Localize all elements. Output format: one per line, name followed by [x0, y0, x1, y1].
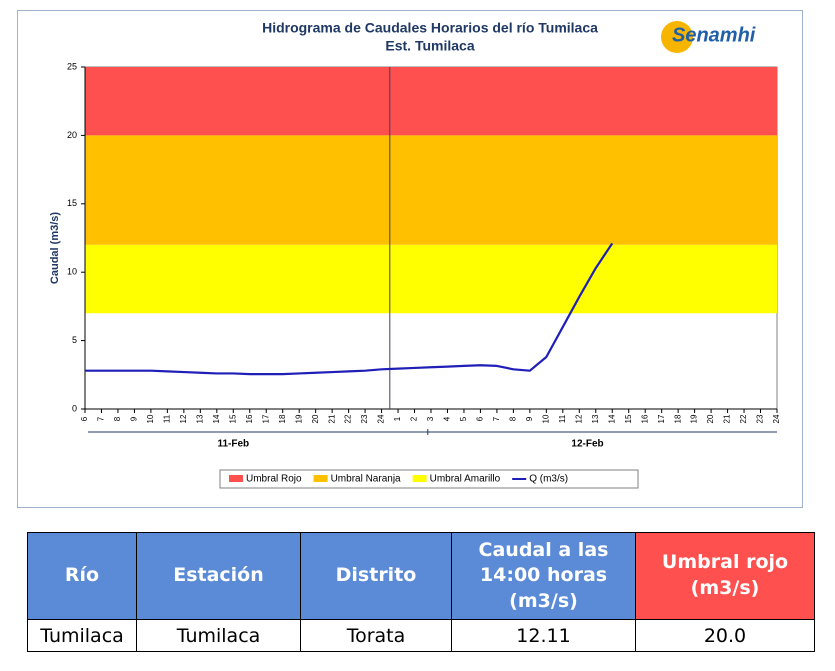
header-cell: Estación	[136, 532, 301, 620]
x-tick-label: 18	[278, 414, 287, 423]
header-cell: Distrito	[300, 532, 452, 620]
x-tick-label: 14	[607, 414, 616, 423]
x-tick-label: 23	[360, 414, 369, 423]
q-line	[85, 242, 614, 376]
cell: 12.11	[451, 619, 636, 652]
y-tick-label: 20	[67, 130, 77, 140]
x-tick-label: 13	[195, 414, 204, 423]
y-axis-label: Caudal (m3/s)	[49, 212, 61, 284]
x-tick-label: 11	[558, 414, 567, 423]
x-tick-label: 8	[508, 416, 517, 421]
x-tick-label: 20	[706, 414, 715, 423]
data-row: Tumilaca Tumilaca Torata 12.11 20.0	[27, 619, 815, 652]
x-tick-label: 15	[228, 414, 237, 423]
legend-swatch	[313, 475, 328, 482]
x-tick-label: 21	[327, 414, 336, 423]
header-cell: Umbral rojo (m3/s)	[635, 532, 815, 620]
x-tick-label: 10	[146, 414, 155, 423]
x-tick-label: 1	[393, 416, 402, 421]
x-tick-label: 3	[426, 416, 435, 421]
x-tick-label: 9	[130, 416, 139, 421]
legend-label: Q (m3/s)	[529, 474, 568, 485]
logo-sun	[661, 21, 693, 53]
x-tick-label: 7	[492, 416, 501, 421]
x-tick-label: 15	[624, 414, 633, 423]
x-tick-label: 6	[80, 416, 89, 421]
y-tick-label: 5	[72, 335, 77, 345]
x-tick-label: 6	[476, 416, 485, 421]
threshold-band	[85, 244, 777, 314]
header-cell: Caudal a las 14:00 horas (m3/s)	[451, 532, 636, 620]
x-tick-label: 19	[690, 414, 699, 423]
x-tick-label: 11	[162, 414, 171, 423]
x-tick-label: 18	[673, 414, 682, 423]
header-cell: Río	[27, 532, 137, 620]
cell: 20.0	[635, 619, 815, 652]
cell: Torata	[300, 619, 452, 652]
x-tick-label: 22	[344, 414, 353, 423]
x-tick-label: 9	[525, 416, 534, 421]
y-tick-label: 10	[67, 267, 77, 277]
legend-swatch	[412, 475, 427, 482]
x-tick-label: 24	[772, 414, 781, 423]
x-tick-label: 2	[410, 416, 419, 421]
x-tick-label: 12	[179, 414, 188, 423]
x-tick-label: 5	[459, 416, 468, 421]
cell: Tumilaca	[27, 619, 137, 652]
x-tick-label: 19	[294, 414, 303, 423]
cell: Tumilaca	[136, 619, 301, 652]
x-tick-label: 4	[443, 416, 452, 421]
group-label: 11-Feb	[217, 439, 249, 450]
x-tick-label: 16	[245, 414, 254, 423]
x-tick-label: 20	[311, 414, 320, 423]
y-tick-label: 0	[72, 403, 77, 413]
x-tick-label: 10	[541, 414, 550, 423]
legend-label: Umbral Rojo	[246, 474, 302, 485]
chart-subtitle: Est. Tumilaca	[385, 38, 474, 54]
group-label: 12-Feb	[571, 439, 603, 450]
legend-box	[219, 469, 639, 489]
x-tick-label: 12	[574, 414, 583, 423]
x-tick-label: 14	[212, 414, 221, 423]
legend-swatch	[229, 475, 243, 482]
x-tick-label: 13	[591, 414, 600, 423]
x-tick-label: 22	[739, 414, 748, 423]
x-tick-label: 7	[97, 416, 106, 421]
chart: Hidrograma de Caudales Horarios del río …	[17, 10, 803, 508]
header-row: Río Estación Distrito Caudal a las 14:00…	[27, 532, 815, 620]
x-tick-label: 23	[756, 414, 765, 423]
y-tick-label: 25	[67, 61, 77, 71]
y-tick-label: 15	[67, 198, 77, 208]
x-tick-label: 8	[113, 416, 122, 421]
threshold-band	[85, 67, 777, 136]
legend-label: Umbral Amarillo	[430, 474, 501, 485]
x-tick-label: 17	[657, 414, 666, 423]
chart-title: Hidrograma de Caudales Horarios del río …	[262, 20, 598, 36]
threshold-band	[85, 135, 777, 245]
legend: Umbral Rojo Umbral Naranja Umbral Amarillo…	[219, 469, 639, 489]
x-tick-label: 24	[377, 414, 386, 423]
x-tick-label: 17	[261, 414, 270, 423]
info-table: Río Estación Distrito Caudal a las 14:00…	[27, 532, 815, 652]
x-tick-label: 16	[640, 414, 649, 423]
legend-label: Umbral Naranja	[331, 474, 401, 485]
x-tick-label: 21	[723, 414, 732, 423]
logo: Senamhi	[672, 24, 756, 46]
